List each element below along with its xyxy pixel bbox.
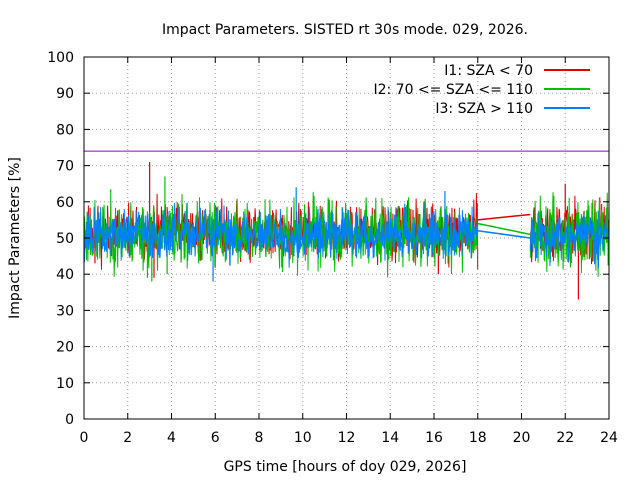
legend-label-i2: I2: 70 <= SZA <= 110 (373, 82, 533, 98)
legend-label-i3: I3: SZA > 110 (435, 101, 533, 117)
y-tick-label: 20 (56, 340, 74, 356)
y-tick-label: 10 (56, 376, 74, 392)
x-tick-label: 24 (600, 430, 618, 446)
series-line-after-gap (529, 210, 610, 269)
series-layer (83, 161, 610, 300)
x-tick-label: 10 (294, 430, 312, 446)
x-tick-label: 4 (167, 430, 176, 446)
x-tick-label: 14 (381, 430, 399, 446)
legend-label-i1: I1: SZA < 70 (444, 63, 533, 79)
series-line-before-gap (83, 202, 479, 268)
x-tick-label: 8 (255, 430, 264, 446)
y-tick-label: 80 (56, 122, 74, 138)
y-tick-label: 0 (65, 412, 74, 428)
x-tick-label: 0 (80, 430, 89, 446)
x-tick-label: 12 (338, 430, 356, 446)
series-gap-connector (477, 213, 531, 221)
x-tick-label: 22 (556, 430, 574, 446)
x-tick-label: 6 (211, 430, 220, 446)
y-tick-label: 40 (56, 267, 74, 283)
series-gap-connector (477, 222, 531, 236)
y-tick-label: 90 (56, 86, 74, 102)
chart-title: Impact Parameters. SISTED rt 30s mode. 0… (162, 22, 528, 38)
x-axis-label: GPS time [hours of doy 029, 2026] (224, 459, 467, 475)
x-tick-label: 18 (469, 430, 487, 446)
x-tick-label: 2 (123, 430, 132, 446)
series-3 (83, 187, 610, 282)
y-tick-label: 70 (56, 159, 74, 175)
x-tick-label: 16 (425, 430, 443, 446)
series-gap-connector (477, 230, 531, 239)
y-axis-label: Impact Parameters [%] (7, 157, 23, 319)
y-tick-label: 50 (56, 231, 74, 247)
legend: I1: SZA < 70 I2: 70 <= SZA <= 110 I3: SZ… (373, 63, 590, 117)
y-tick-label: 100 (47, 50, 74, 66)
y-tick-label: 30 (56, 303, 74, 319)
y-tick-label: 60 (56, 195, 74, 211)
x-tick-label: 20 (513, 430, 531, 446)
axis-ticks: 0 2 4 6 8 10 12 14 16 18 20 22 240102030405060708090… (47, 50, 618, 446)
